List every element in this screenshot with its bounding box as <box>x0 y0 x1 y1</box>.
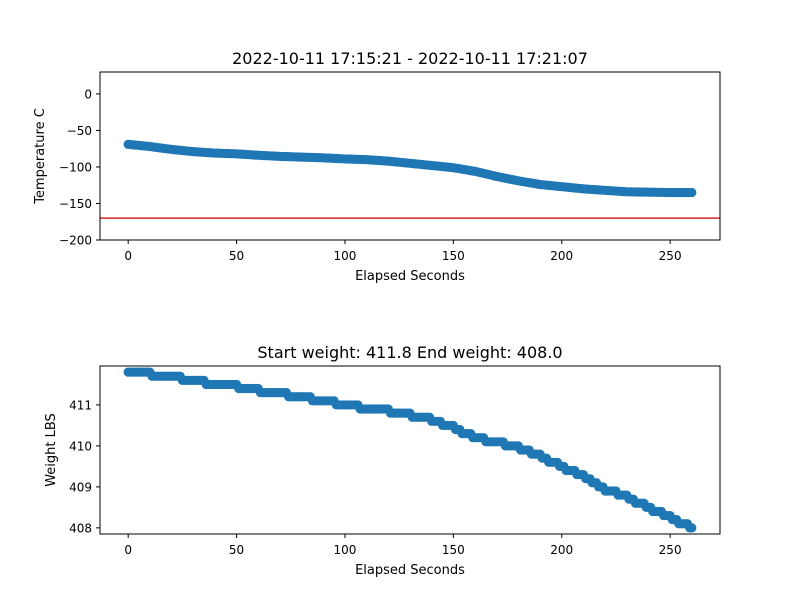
weight-y-tick-label: 411 <box>69 398 92 412</box>
weight-x-tick-label: 50 <box>229 543 244 557</box>
weight-chart: Start weight: 411.8 End weight: 408.0 0 5… <box>44 343 721 578</box>
temperature-plot-area <box>100 139 720 219</box>
weight-x-tick-label: 0 <box>124 543 132 557</box>
temperature-x-ticks: 0 50 100 150 200 250 <box>124 240 682 263</box>
temperature-x-axis-label: Elapsed Seconds <box>355 269 465 284</box>
weight-x-tick-label: 150 <box>442 543 465 557</box>
temperature-x-tick-label: 200 <box>550 249 573 263</box>
temperature-y-tick-label: −100 <box>59 160 92 174</box>
temperature-chart: 2022-10-11 17:15:21 - 2022-10-11 17:21:0… <box>33 49 721 284</box>
weight-x-tick-label: 200 <box>550 543 573 557</box>
temperature-chart-title: 2022-10-11 17:15:21 - 2022-10-11 17:21:0… <box>232 49 588 68</box>
temperature-x-tick-label: 150 <box>442 249 465 263</box>
weight-data-point <box>687 523 697 533</box>
weight-y-ticks: 408 409 410 411 <box>69 398 100 535</box>
temperature-y-tick-label: −50 <box>67 124 92 138</box>
weight-x-ticks: 0 50 100 150 200 250 <box>124 534 682 557</box>
weight-x-tick-label: 100 <box>334 543 357 557</box>
weight-axes-frame <box>99 365 721 535</box>
temperature-y-ticks: −200 −150 −100 −50 0 <box>59 87 100 248</box>
temperature-x-tick-label: 50 <box>229 249 244 263</box>
weight-chart-title: Start weight: 411.8 End weight: 408.0 <box>257 343 562 362</box>
temperature-y-axis-label: Temperature C <box>33 108 48 205</box>
weight-y-axis-label: Weight LBS <box>44 413 59 487</box>
weight-x-axis-label: Elapsed Seconds <box>355 563 465 578</box>
temperature-x-tick-label: 100 <box>334 249 357 263</box>
temperature-x-tick-label: 250 <box>659 249 682 263</box>
temperature-y-tick-label: −200 <box>59 234 92 248</box>
temperature-x-tick-label: 0 <box>124 249 132 263</box>
weight-x-tick-label: 250 <box>659 543 682 557</box>
temperature-data-point <box>687 187 697 198</box>
weight-y-tick-label: 408 <box>69 521 92 535</box>
weight-plot-area <box>123 367 697 533</box>
temperature-y-tick-label: −150 <box>59 197 92 211</box>
temperature-axes-frame <box>99 71 721 241</box>
temperature-y-tick-label: 0 <box>84 87 92 101</box>
weight-y-tick-label: 409 <box>69 480 92 494</box>
weight-y-tick-label: 410 <box>69 439 92 453</box>
